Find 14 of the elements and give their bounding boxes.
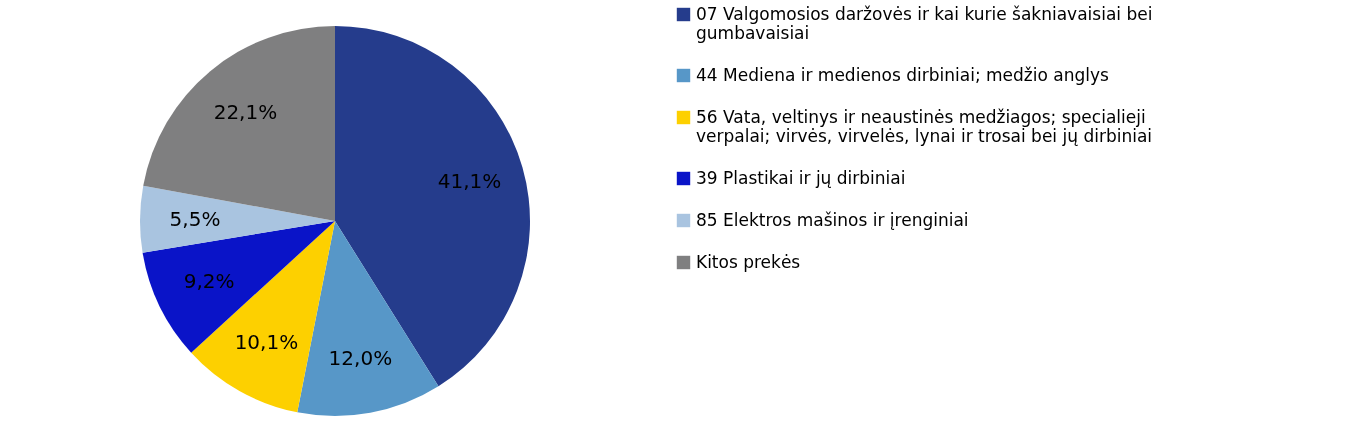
data-label: 41,1% — [437, 169, 502, 194]
pie-slice — [140, 185, 335, 253]
legend-label: 39 Plastikai ir jų dirbiniai — [696, 167, 906, 188]
legend-label: 07 Valgomosios daržovės ir kai kurie šakniavaisiai bei gumbavaisiai — [696, 3, 1153, 43]
pie-slice — [297, 221, 439, 416]
data-label: 12,0% — [328, 345, 393, 370]
data-label: 22,1% — [213, 100, 278, 125]
data-label: 5,5% — [169, 206, 221, 231]
legend-label: 85 Elektros mašinos ir įrenginiai — [696, 209, 969, 230]
legend-label: 56 Vata, veltinys ir neaustinės medžiagos; specialieji verpalai; virvės, virvelės, lynai ir trosai bei jų dirbiniai — [696, 106, 1153, 146]
legend-label: Kitos prekės — [696, 251, 801, 272]
data-label: 9,2% — [183, 269, 235, 294]
legend-label: 44 Mediena ir medienos dirbiniai; medžio anglys — [696, 64, 1110, 85]
data-label: 10,1% — [234, 330, 299, 355]
